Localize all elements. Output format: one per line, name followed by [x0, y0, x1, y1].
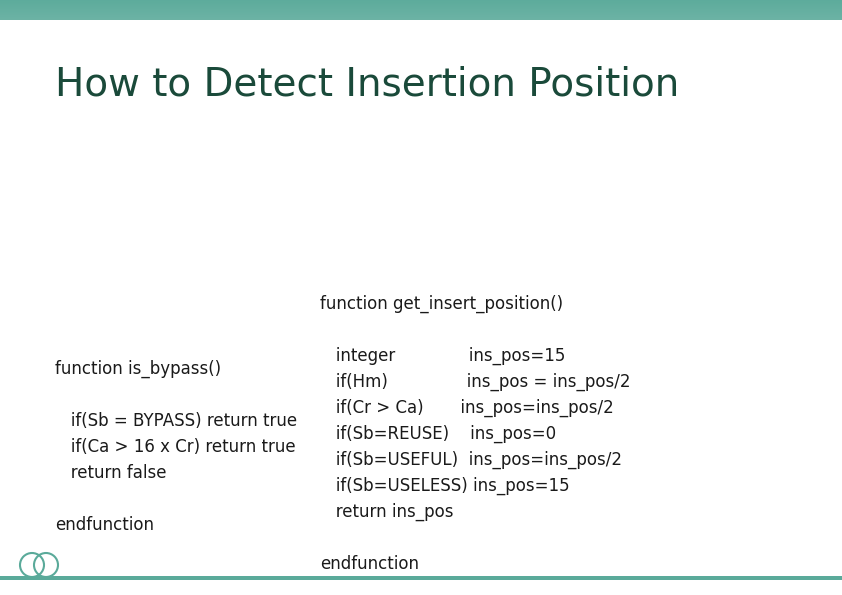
Text: if(Hm)               ins_pos = ins_pos/2: if(Hm) ins_pos = ins_pos/2	[320, 373, 631, 392]
Bar	[0, 6, 842, 7]
Text: function get_insert_position(): function get_insert_position()	[320, 295, 563, 313]
Text: if(Sb = BYPASS) return true: if(Sb = BYPASS) return true	[55, 412, 297, 430]
Text: integer              ins_pos=15: integer ins_pos=15	[320, 347, 565, 365]
Bar	[0, 576, 842, 580]
Text: if(Cr > Ca)       ins_pos=ins_pos/2: if(Cr > Ca) ins_pos=ins_pos/2	[320, 399, 614, 417]
Text: return false: return false	[55, 464, 167, 482]
Bar	[0, 10, 842, 11]
Bar	[0, 11, 842, 12]
Bar	[0, 4, 842, 5]
Bar	[0, 17, 842, 18]
Bar	[0, 8, 842, 9]
Bar	[0, 16, 842, 17]
Text: How to Detect Insertion Position: How to Detect Insertion Position	[55, 65, 679, 103]
Bar	[0, 13, 842, 14]
Text: function is_bypass(): function is_bypass()	[55, 360, 221, 378]
Bar	[0, 0, 842, 1]
Bar	[0, 9, 842, 10]
Text: if(Ca > 16 x Cr) return true: if(Ca > 16 x Cr) return true	[55, 438, 296, 456]
Bar	[0, 2, 842, 3]
Bar	[0, 18, 842, 19]
Text: return ins_pos: return ins_pos	[320, 503, 454, 521]
Bar	[0, 14, 842, 15]
Text: endfunction: endfunction	[55, 516, 154, 534]
Bar	[0, 19, 842, 20]
Text: if(Sb=REUSE)    ins_pos=0: if(Sb=REUSE) ins_pos=0	[320, 425, 556, 443]
Bar	[0, 15, 842, 16]
Bar	[0, 7, 842, 8]
Text: endfunction: endfunction	[320, 555, 419, 573]
Bar	[0, 1, 842, 2]
Text: if(Sb=USEFUL)  ins_pos=ins_pos/2: if(Sb=USEFUL) ins_pos=ins_pos/2	[320, 451, 622, 469]
Bar	[0, 0, 842, 20]
Text: if(Sb=USELESS) ins_pos=15: if(Sb=USELESS) ins_pos=15	[320, 477, 570, 495]
Bar	[0, 5, 842, 6]
Bar	[0, 12, 842, 13]
Bar	[0, 3, 842, 4]
